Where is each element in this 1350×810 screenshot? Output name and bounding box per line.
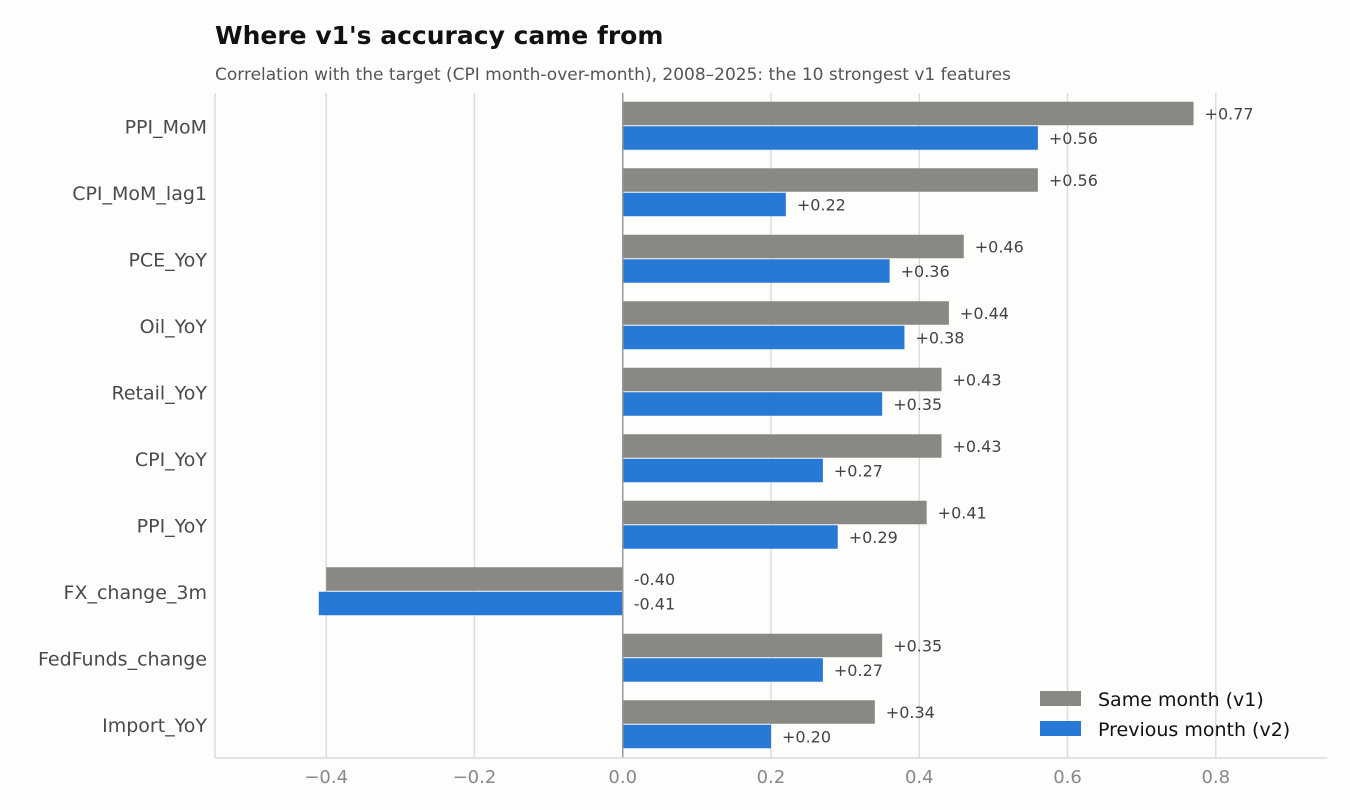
data-label-v2: +0.38 (915, 329, 964, 348)
bars (318, 101, 1194, 749)
data-label-v2: +0.20 (782, 728, 831, 747)
legend-swatch (1040, 691, 1081, 706)
data-label-v1: +0.41 (938, 504, 987, 523)
data-label-v1: +0.43 (953, 437, 1002, 456)
x-tick-label: 0.2 (757, 767, 786, 788)
bar-v2 (622, 525, 838, 549)
category-label: FedFunds_change (38, 648, 207, 670)
category-label: CPI_MoM_lag1 (72, 183, 207, 205)
data-label-v1: +0.46 (975, 238, 1024, 257)
data-label-v2: +0.22 (797, 196, 846, 215)
category-label: PCE_YoY (128, 249, 207, 271)
legend-label: Previous month (v2) (1098, 719, 1290, 741)
bar-v2 (622, 724, 771, 749)
bar-v1 (622, 434, 942, 458)
bar-v1 (622, 500, 927, 525)
data-label-v1: +0.77 (1205, 105, 1254, 124)
category-label: PPI_MoM (125, 116, 207, 138)
bar-v2 (622, 325, 905, 350)
data-label-v2: +0.29 (849, 528, 898, 547)
category-label: Retail_YoY (111, 382, 207, 404)
bar-v1 (622, 234, 964, 259)
bar-v1 (622, 101, 1194, 126)
legend-label: Same month (v1) (1098, 689, 1264, 711)
bar-v2 (622, 192, 786, 217)
bar-v2 (318, 591, 623, 616)
bar-v1 (326, 567, 623, 591)
bar-v2 (622, 658, 823, 682)
data-label-v2: +0.56 (1049, 129, 1098, 148)
bar-v2 (622, 259, 890, 283)
category-label: CPI_YoY (135, 449, 208, 471)
bar-v2 (622, 126, 1038, 150)
x-tick-label: −0.2 (453, 767, 497, 788)
data-label-v2: +0.36 (901, 262, 950, 281)
x-tick-label: 0.4 (905, 767, 934, 788)
labels: PPI_MoM CPI_MoM_lag1 PCE_YoY Oil_YoY Retail_… (38, 105, 1254, 747)
data-label-v1: +0.43 (953, 371, 1002, 390)
data-label-v2: +0.27 (834, 661, 883, 680)
category-label: Oil_YoY (140, 316, 208, 338)
category-label: FX_change_3m (64, 582, 207, 604)
chart-title: Where v1's accuracy came from (215, 21, 663, 50)
x-tick-label: 0.0 (608, 767, 637, 788)
legend-swatch (1040, 721, 1081, 736)
data-label-v1: +0.56 (1049, 171, 1098, 190)
bar-v1 (622, 168, 1038, 192)
bar-v2 (622, 392, 883, 416)
data-label-v2: +0.27 (834, 462, 883, 481)
bar-v1 (622, 700, 875, 724)
bar-v2 (622, 458, 823, 483)
x-tick-label: 0.6 (1053, 767, 1082, 788)
data-label-v2: +0.35 (893, 395, 942, 414)
data-label-v1: +0.34 (886, 703, 935, 722)
axes: −0.4 −0.2 0.0 0.2 0.4 0.6 0.8 (214, 93, 1327, 788)
bar-v1 (622, 367, 942, 392)
category-label: Import_YoY (102, 715, 207, 737)
category-label: PPI_YoY (137, 515, 208, 537)
data-label-v1: +0.44 (960, 304, 1009, 323)
legend: Same month (v1) Previous month (v2) (1040, 689, 1290, 741)
bar-v1 (622, 633, 883, 658)
data-label-v1: +0.35 (893, 637, 942, 656)
x-tick-label: 0.8 (1201, 767, 1230, 788)
data-label-v1: -0.40 (634, 570, 675, 589)
data-label-v2: -0.41 (634, 595, 675, 614)
chart-subtitle: Correlation with the target (CPI month-o… (215, 65, 1011, 85)
x-tick-label: −0.4 (304, 767, 348, 788)
bar-v1 (622, 301, 949, 325)
